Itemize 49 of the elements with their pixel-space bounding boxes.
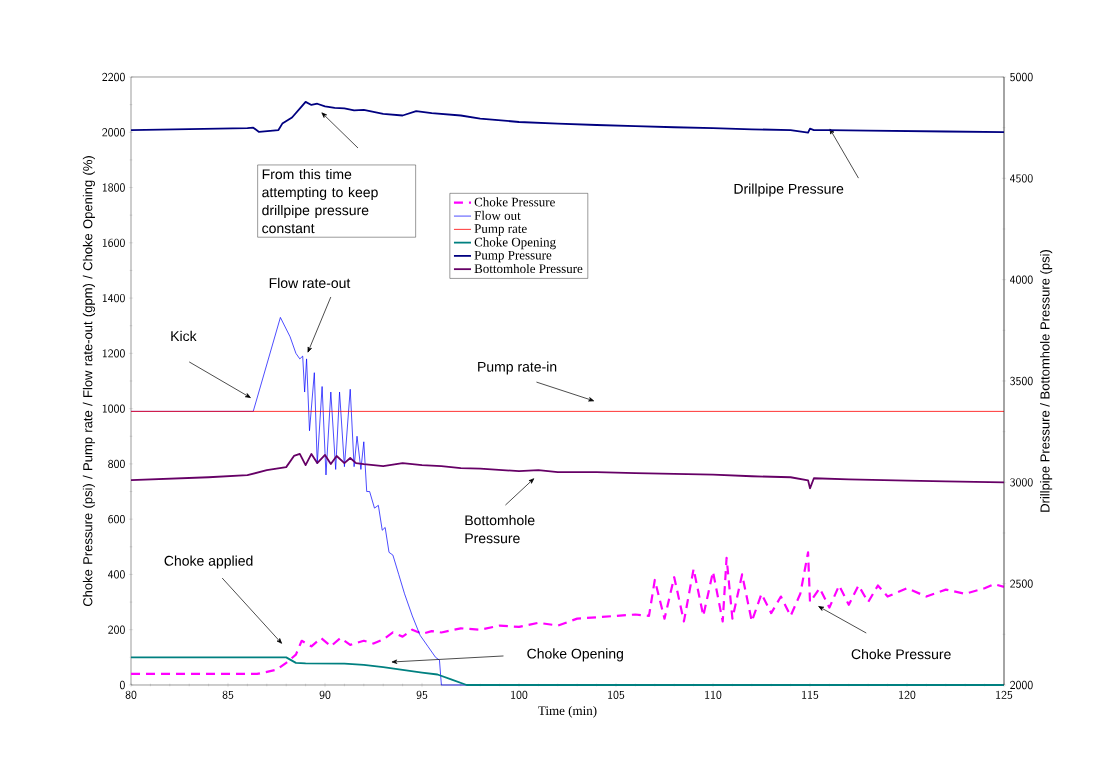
y-tick-label: 400: [108, 570, 125, 579]
annotation: Choke Pressure: [851, 648, 951, 660]
x-tick-label: 85: [222, 690, 234, 700]
y-tick-label: 200: [108, 625, 125, 634]
legend-label: Choke Pressure: [474, 197, 555, 207]
x-axis-title: Time (min): [538, 705, 597, 718]
x-tick-label: 115: [802, 690, 819, 700]
x-tick-label: 125: [996, 690, 1013, 700]
y-tick-label: 1200: [102, 349, 125, 358]
legend-label: Choke Opening: [474, 237, 556, 250]
y-tick-label: 800: [108, 459, 125, 469]
y2-axis-title: Drillpipe Pressure / Bottomhole Pressure (psi): [1040, 249, 1053, 512]
x-tick-label: 110: [705, 690, 722, 700]
y-tick-label: 1400: [102, 293, 125, 303]
annotation: Choke Opening: [527, 648, 623, 662]
legend-label: Pump rate: [474, 224, 527, 236]
line-series: [129, 551, 1006, 676]
y-tick-label: 2200: [102, 72, 125, 82]
x-tick-label: 90: [319, 690, 331, 700]
line-series: [131, 453, 1004, 490]
annotation: Pump rate-in: [478, 361, 557, 375]
y2-tick-label: 5000: [1010, 72, 1033, 82]
x-tick-label: 95: [416, 690, 428, 700]
legend-label: Flow out: [474, 210, 521, 220]
x-tick-label: 80: [125, 690, 137, 700]
y-tick-label: 1600: [102, 238, 125, 247]
annotation: Flow rate-out: [269, 277, 351, 289]
y-tick-label: 0: [119, 680, 125, 690]
y2-tick-label: 3500: [1010, 376, 1033, 386]
x-tick-label: 100: [511, 690, 528, 700]
y-tick-label: 1000: [102, 404, 125, 413]
annotation: From this time attempting to keep drillpipe pressure constant: [262, 168, 378, 234]
annotation: Drillpipe Pressure: [734, 183, 844, 197]
y2-tick-label: 4500: [1010, 174, 1033, 183]
x-tick-label: 105: [608, 690, 625, 700]
y-tick-label: 2000: [102, 128, 125, 137]
y2-tick-label: 3000: [1010, 478, 1033, 487]
y2-tick-label: 4000: [1010, 275, 1033, 284]
legend-label: Bottomhole Pressure: [474, 263, 583, 274]
x-tick-label: 120: [899, 690, 916, 700]
annotation: Bottomhole Pressure: [465, 514, 535, 544]
y-tick-label: 1800: [102, 183, 125, 192]
legend-label: Pump Pressure: [474, 250, 552, 263]
y2-tick-label: 2000: [1010, 680, 1033, 690]
annotation: Choke applied: [164, 555, 253, 569]
y-tick-label: 600: [108, 514, 125, 524]
y-axis-title: Choke Pressure (psi) / Pump rate / Flow rate-out (gpm) / Choke Opening (%): [82, 156, 95, 607]
y2-tick-label: 2500: [1010, 579, 1033, 588]
annotation: Kick: [171, 330, 197, 342]
